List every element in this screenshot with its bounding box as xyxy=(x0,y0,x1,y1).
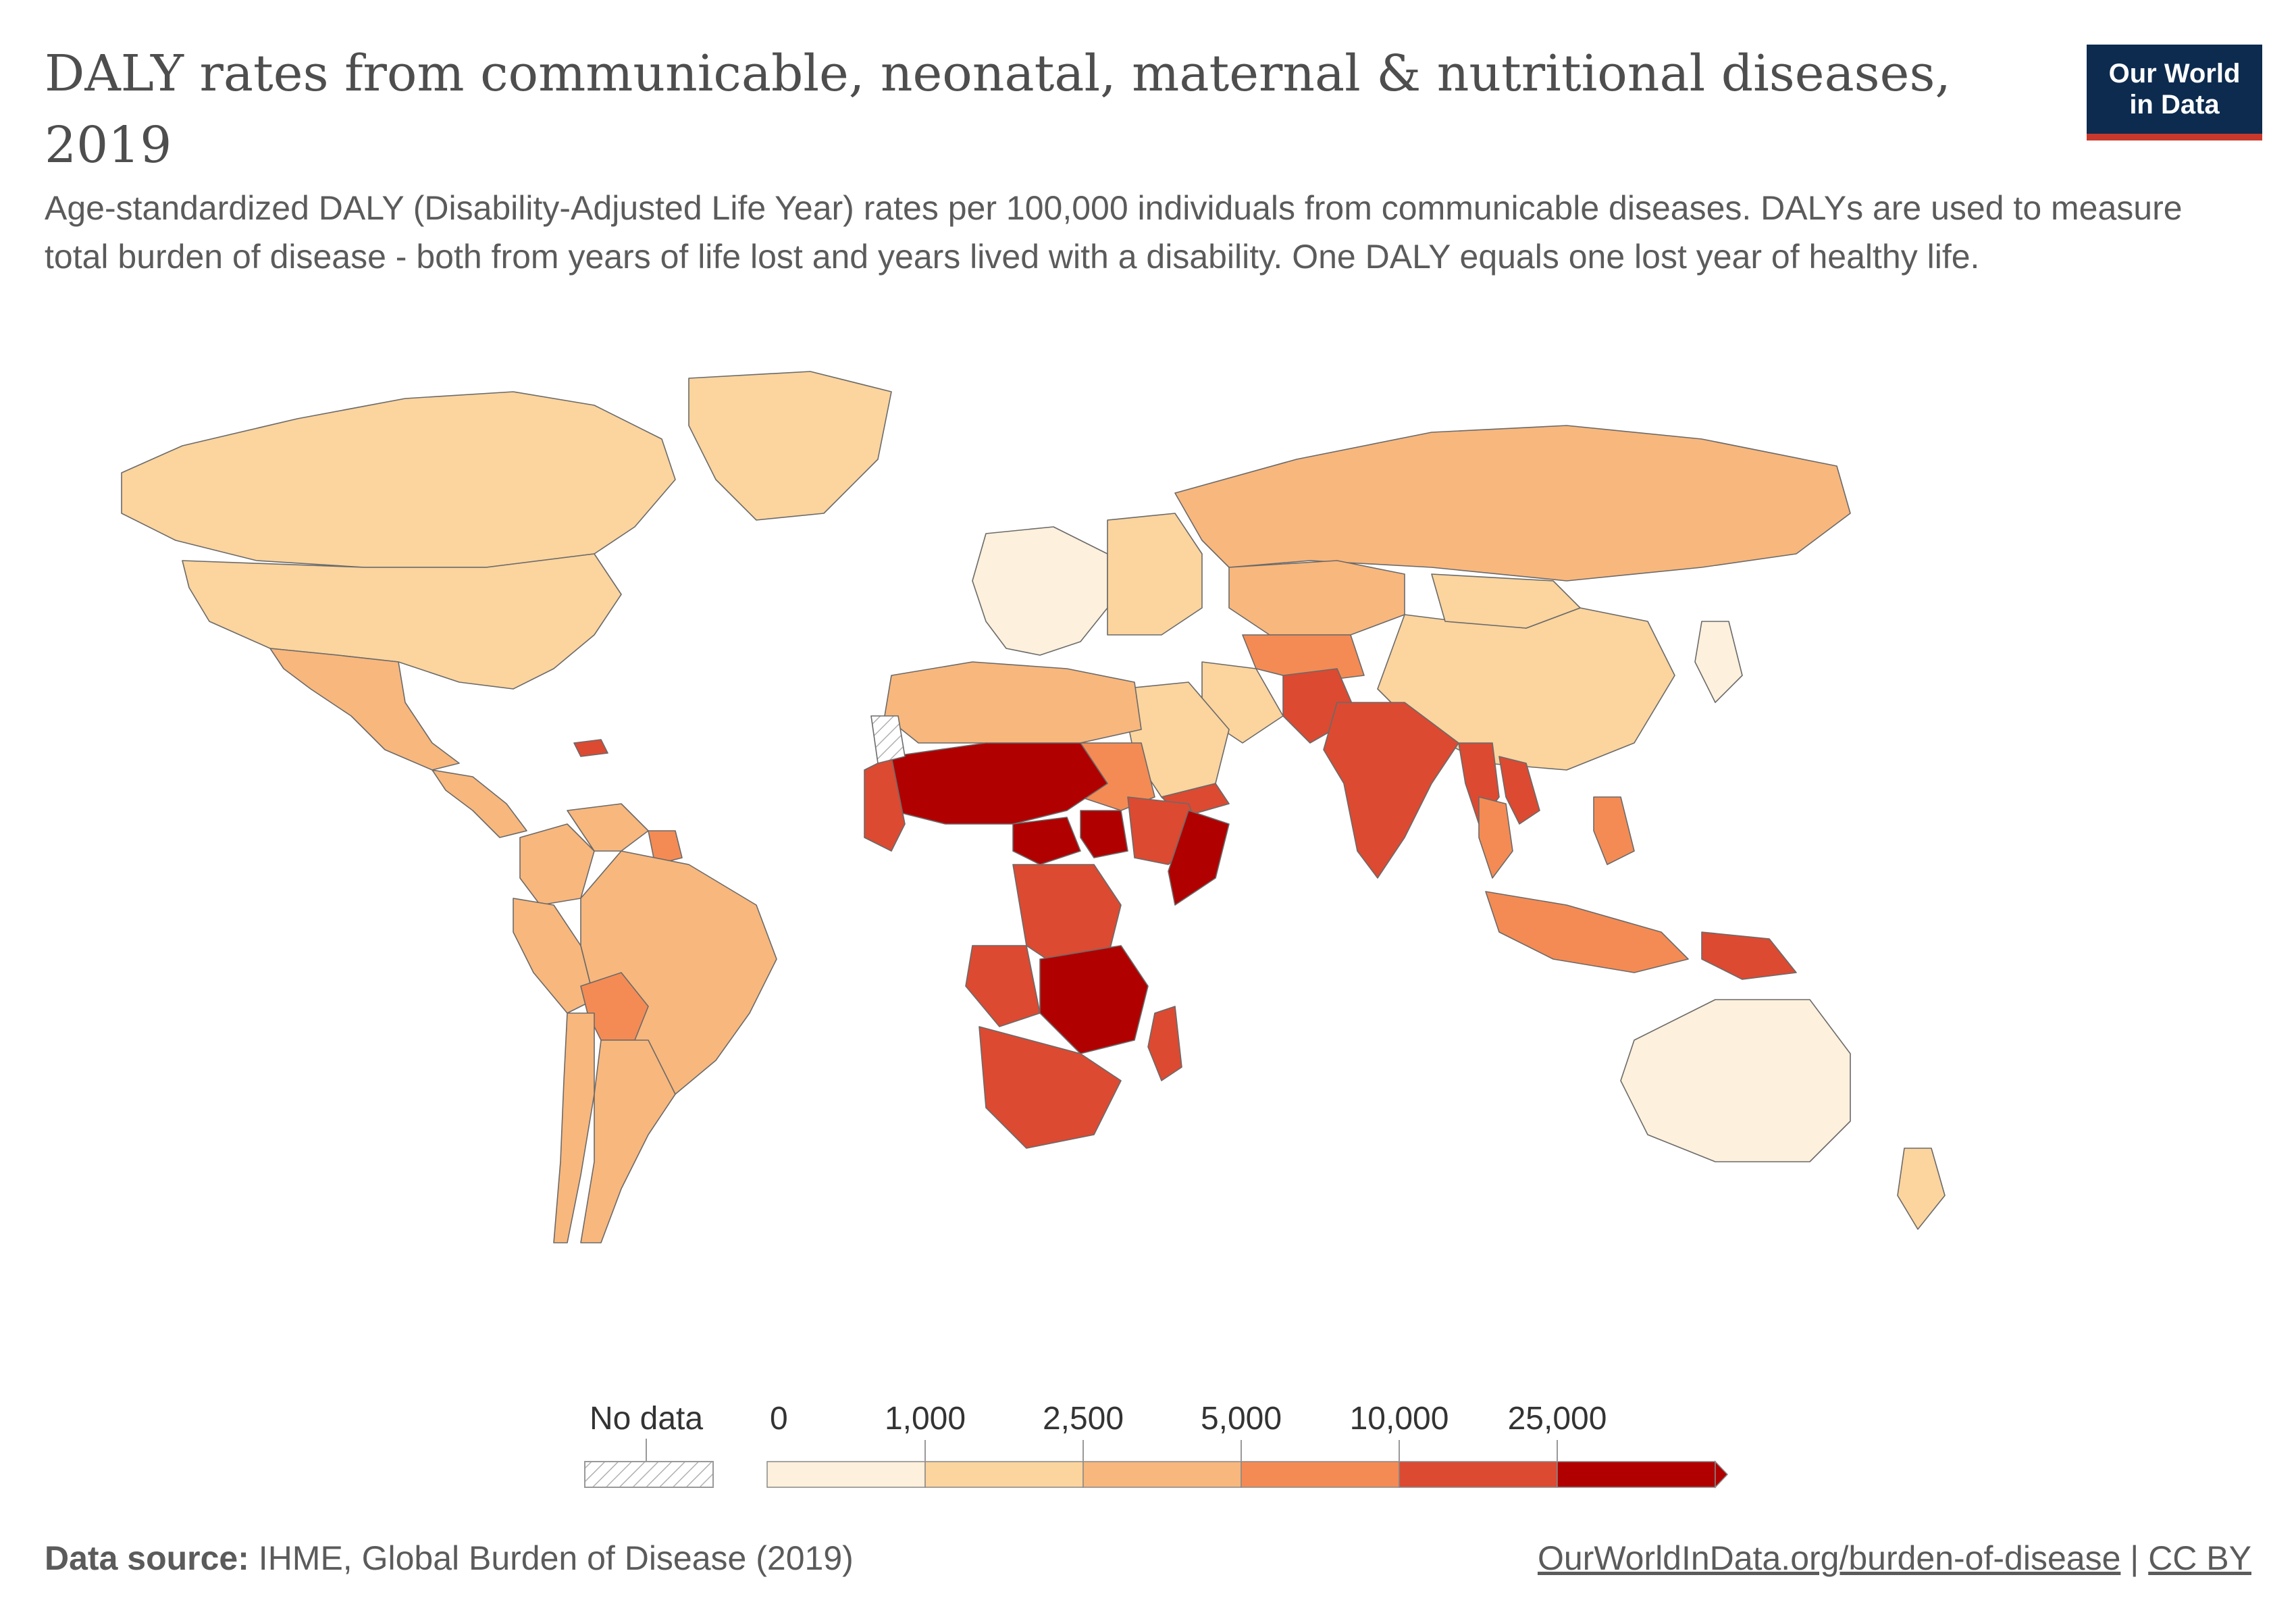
legend: No data 0 1,000 2,500 5,000 10,000 25,000 xyxy=(584,1405,1729,1489)
region-papua-new-guinea[interactable] xyxy=(1701,931,1797,980)
region-western-europe[interactable] xyxy=(972,526,1108,656)
legend-tick-label: 5,000 xyxy=(1201,1405,1282,1437)
world-map xyxy=(121,371,1946,1243)
region-venezuela[interactable] xyxy=(567,803,649,852)
legend-tick-label: 1,000 xyxy=(885,1405,966,1437)
region-mexico[interactable] xyxy=(269,648,460,771)
legend-arrow xyxy=(1715,1460,1729,1489)
footer-separator: | xyxy=(2130,1539,2139,1577)
region-thailand[interactable] xyxy=(1478,796,1513,879)
region-india[interactable] xyxy=(1323,702,1459,879)
logo-line-2: in Data xyxy=(2129,90,2220,120)
region-russia[interactable] xyxy=(1174,425,1851,582)
region-chile[interactable] xyxy=(553,1012,595,1243)
logo-line-1: Our World xyxy=(2108,59,2241,88)
footer-source: Data source: IHME, Global Burden of Dise… xyxy=(45,1539,854,1578)
legend-bin-3[interactable] xyxy=(1241,1461,1400,1488)
owid-logo[interactable]: Our World in Data xyxy=(2087,45,2262,140)
region-sahel[interactable] xyxy=(891,742,1108,825)
source-text: IHME, Global Burden of Disease (2019) xyxy=(258,1539,854,1577)
region-kazakhstan[interactable] xyxy=(1228,560,1405,636)
region-eastern-europe[interactable] xyxy=(1107,513,1203,636)
legend-tick-label: 25,000 xyxy=(1508,1405,1607,1437)
legend-bin-5[interactable] xyxy=(1557,1461,1716,1488)
region-guyana[interactable] xyxy=(648,830,683,865)
legend-tick-label: 0 xyxy=(770,1405,788,1437)
legend-tick-label: 10,000 xyxy=(1350,1405,1449,1437)
region-angola[interactable] xyxy=(965,945,1041,1027)
legend-tick-label: 2,500 xyxy=(1043,1405,1124,1437)
legend-bin-0[interactable] xyxy=(766,1461,926,1488)
region-united-states[interactable] xyxy=(182,553,622,690)
region-philippines[interactable] xyxy=(1593,796,1635,865)
region-japan[interactable] xyxy=(1694,621,1743,703)
region-greenland[interactable] xyxy=(688,371,892,521)
chart-subtitle: Age-standardized DALY (Disability-Adjust… xyxy=(45,189,2183,276)
region-australia[interactable] xyxy=(1620,999,1851,1162)
region-central-african-republic[interactable] xyxy=(1012,817,1081,865)
region-colombia[interactable] xyxy=(519,823,595,906)
region-mongolia[interactable] xyxy=(1431,573,1581,629)
legend-bin-4[interactable] xyxy=(1399,1461,1558,1488)
legend-no-data-label: No data xyxy=(590,1405,703,1437)
region-haiti[interactable] xyxy=(573,739,608,757)
region-western-sahara[interactable] xyxy=(870,715,906,764)
source-link[interactable]: OurWorldInData.org/burden-of-disease xyxy=(1537,1539,2121,1577)
footer-links: OurWorldInData.org/burden-of-disease | C… xyxy=(1538,1539,2251,1578)
region-southern-africa[interactable] xyxy=(979,1026,1122,1149)
region-new-zealand[interactable] xyxy=(1897,1148,1946,1230)
chart-title: DALY rates from communicable, neonatal, … xyxy=(45,45,1951,174)
region-central-america[interactable] xyxy=(432,769,527,838)
legend-bin-1[interactable] xyxy=(924,1461,1084,1488)
region-somalia[interactable] xyxy=(1168,810,1230,906)
region-laos[interactable] xyxy=(1498,756,1540,825)
region-south-sudan[interactable] xyxy=(1080,810,1128,858)
region-madagascar[interactable] xyxy=(1147,1006,1182,1081)
legend-no-data-swatch xyxy=(584,1461,714,1488)
source-label: Data source: xyxy=(45,1539,249,1577)
region-indonesia[interactable] xyxy=(1485,891,1689,973)
license-link[interactable]: CC BY xyxy=(2148,1539,2251,1577)
region-canada[interactable] xyxy=(121,391,676,568)
region-zambia-mozambique[interactable] xyxy=(1039,945,1149,1054)
legend-bin-2[interactable] xyxy=(1082,1461,1242,1488)
region-peru[interactable] xyxy=(513,898,595,1014)
region-north-africa[interactable] xyxy=(884,661,1142,744)
region-argentina[interactable] xyxy=(580,1039,676,1243)
